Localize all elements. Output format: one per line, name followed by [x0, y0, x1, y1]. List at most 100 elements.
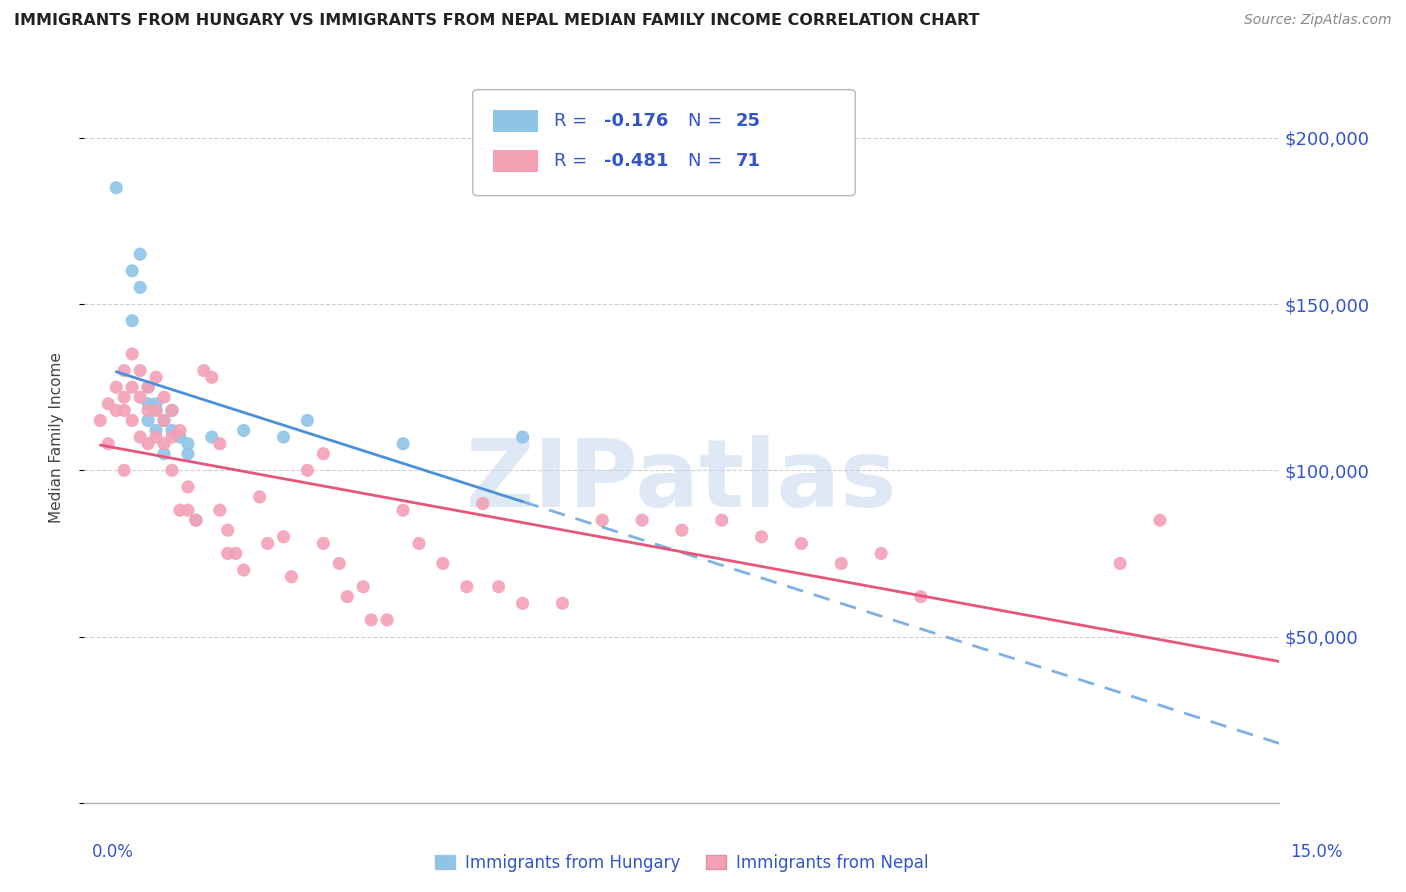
Point: [249, 490, 271, 504]
Point: [312, 536, 335, 550]
Point: [112, 403, 135, 417]
Point: [105, 180, 128, 194]
Point: [89, 413, 111, 427]
Point: [177, 503, 200, 517]
Point: [790, 536, 813, 550]
Point: [201, 370, 224, 384]
Text: ZIPatlas: ZIPatlas: [467, 435, 897, 527]
Point: [136, 380, 159, 394]
Point: [408, 536, 430, 550]
Point: [121, 347, 143, 361]
Point: [1149, 513, 1171, 527]
Point: [232, 424, 254, 438]
Point: [471, 497, 494, 511]
Point: [129, 363, 152, 377]
Point: [129, 430, 152, 444]
Point: [136, 413, 159, 427]
Point: [432, 557, 454, 571]
FancyBboxPatch shape: [494, 151, 538, 172]
Point: [870, 546, 893, 560]
Point: [160, 424, 183, 438]
Point: [273, 430, 295, 444]
Point: [136, 397, 159, 411]
Point: [551, 596, 574, 610]
Text: R =: R =: [554, 153, 593, 170]
Text: N =: N =: [688, 112, 728, 130]
Point: [392, 503, 415, 517]
Point: [488, 580, 510, 594]
Point: [145, 424, 167, 438]
Text: -0.176: -0.176: [605, 112, 669, 130]
Point: [208, 436, 231, 450]
Point: [910, 590, 932, 604]
Point: [177, 480, 200, 494]
Text: R =: R =: [554, 112, 593, 130]
Point: [145, 430, 167, 444]
Point: [225, 546, 247, 560]
Point: [153, 413, 176, 427]
Point: [456, 580, 478, 594]
Point: [591, 513, 613, 527]
Point: [169, 424, 191, 438]
Point: [153, 436, 176, 450]
Point: [273, 530, 295, 544]
Point: [256, 536, 278, 550]
Legend: Immigrants from Hungary, Immigrants from Nepal: Immigrants from Hungary, Immigrants from…: [429, 847, 935, 879]
Point: [208, 503, 231, 517]
Point: [631, 513, 654, 527]
Text: 15.0%: 15.0%: [1291, 843, 1343, 861]
Text: -0.481: -0.481: [605, 153, 669, 170]
Point: [121, 264, 143, 278]
Point: [112, 390, 135, 404]
Point: [184, 513, 207, 527]
Point: [145, 397, 167, 411]
Point: [201, 430, 224, 444]
Point: [169, 430, 191, 444]
Point: [121, 380, 143, 394]
Point: [297, 413, 319, 427]
Point: [97, 397, 120, 411]
Text: N =: N =: [688, 153, 728, 170]
Point: [153, 447, 176, 461]
Point: [336, 590, 359, 604]
Point: [145, 403, 167, 417]
Point: [177, 436, 200, 450]
Point: [121, 314, 143, 328]
Point: [751, 530, 773, 544]
Point: [512, 596, 534, 610]
Point: [105, 380, 128, 394]
Point: [217, 523, 239, 537]
Point: [153, 413, 176, 427]
Point: [169, 503, 191, 517]
Point: [392, 436, 415, 450]
Point: [830, 557, 852, 571]
Point: [360, 613, 382, 627]
Point: [153, 390, 176, 404]
Point: [1109, 557, 1132, 571]
Text: Source: ZipAtlas.com: Source: ZipAtlas.com: [1244, 13, 1392, 28]
Point: [328, 557, 350, 571]
Point: [160, 430, 183, 444]
Point: [136, 436, 159, 450]
Text: 71: 71: [735, 153, 761, 170]
Text: IMMIGRANTS FROM HUNGARY VS IMMIGRANTS FROM NEPAL MEDIAN FAMILY INCOME CORRELATIO: IMMIGRANTS FROM HUNGARY VS IMMIGRANTS FR…: [14, 13, 980, 29]
Point: [145, 370, 167, 384]
Point: [129, 390, 152, 404]
Point: [160, 403, 183, 417]
Y-axis label: Median Family Income: Median Family Income: [49, 351, 63, 523]
Point: [129, 280, 152, 294]
Point: [710, 513, 733, 527]
Point: [184, 513, 207, 527]
Text: 25: 25: [735, 112, 761, 130]
Point: [177, 447, 200, 461]
Point: [217, 546, 239, 560]
Point: [352, 580, 374, 594]
Point: [280, 570, 302, 584]
Point: [297, 463, 319, 477]
Point: [375, 613, 398, 627]
Point: [512, 430, 534, 444]
Point: [160, 463, 183, 477]
Point: [193, 363, 215, 377]
Point: [160, 403, 183, 417]
Text: 0.0%: 0.0%: [91, 843, 134, 861]
